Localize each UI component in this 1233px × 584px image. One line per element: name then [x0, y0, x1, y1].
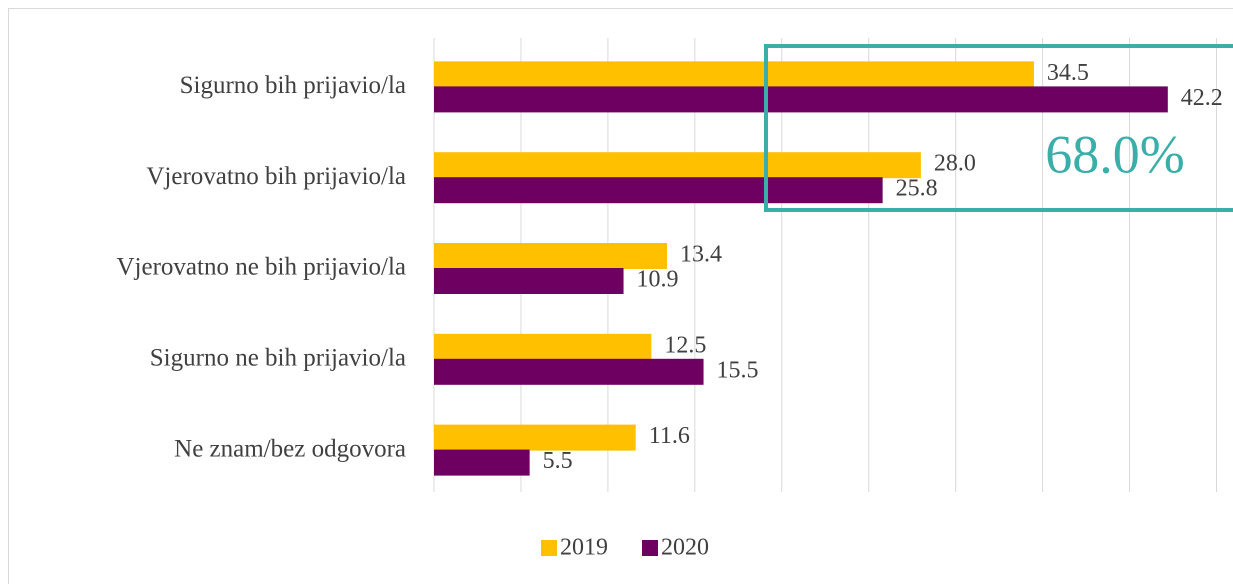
bar — [434, 61, 1034, 88]
chart-border — [8, 8, 1233, 584]
bar — [434, 424, 636, 451]
y-tick-label: Sigurno bih prijavio/la — [180, 72, 406, 99]
y-tick-label: Sigurno ne bih prijavio/la — [150, 345, 406, 372]
y-tick-label: Vjerovatno ne bih prijavio/la — [116, 254, 406, 281]
bar — [434, 268, 624, 294]
value-label: 11.6 — [649, 423, 690, 449]
annotation-box — [764, 44, 1233, 212]
y-tick-label: Vjerovatno bih prijavio/la — [146, 163, 406, 190]
value-label: 25.8 — [896, 176, 938, 202]
value-label: 13.4 — [680, 242, 722, 268]
bar — [434, 333, 652, 360]
legend-label: 2019 — [560, 535, 608, 561]
legend-label: 2020 — [661, 535, 709, 561]
bar — [434, 152, 921, 179]
bar — [434, 449, 530, 476]
bar — [434, 243, 668, 269]
value-label: 28.0 — [934, 151, 976, 177]
bar — [434, 86, 1168, 113]
value-label: 15.5 — [717, 357, 759, 383]
legend-swatch — [642, 540, 658, 556]
value-label: 12.5 — [664, 332, 706, 358]
bar — [434, 177, 883, 204]
value-label: 10.9 — [637, 267, 679, 293]
annotation: 68.0% — [1045, 124, 1184, 184]
value-label: 5.5 — [543, 448, 573, 474]
bar — [434, 358, 704, 385]
y-tick-label: Ne znam/bez odgovora — [174, 435, 406, 462]
value-label: 42.2 — [1181, 85, 1223, 111]
legend-swatch — [541, 540, 557, 556]
value-label: 34.5 — [1047, 60, 1089, 86]
